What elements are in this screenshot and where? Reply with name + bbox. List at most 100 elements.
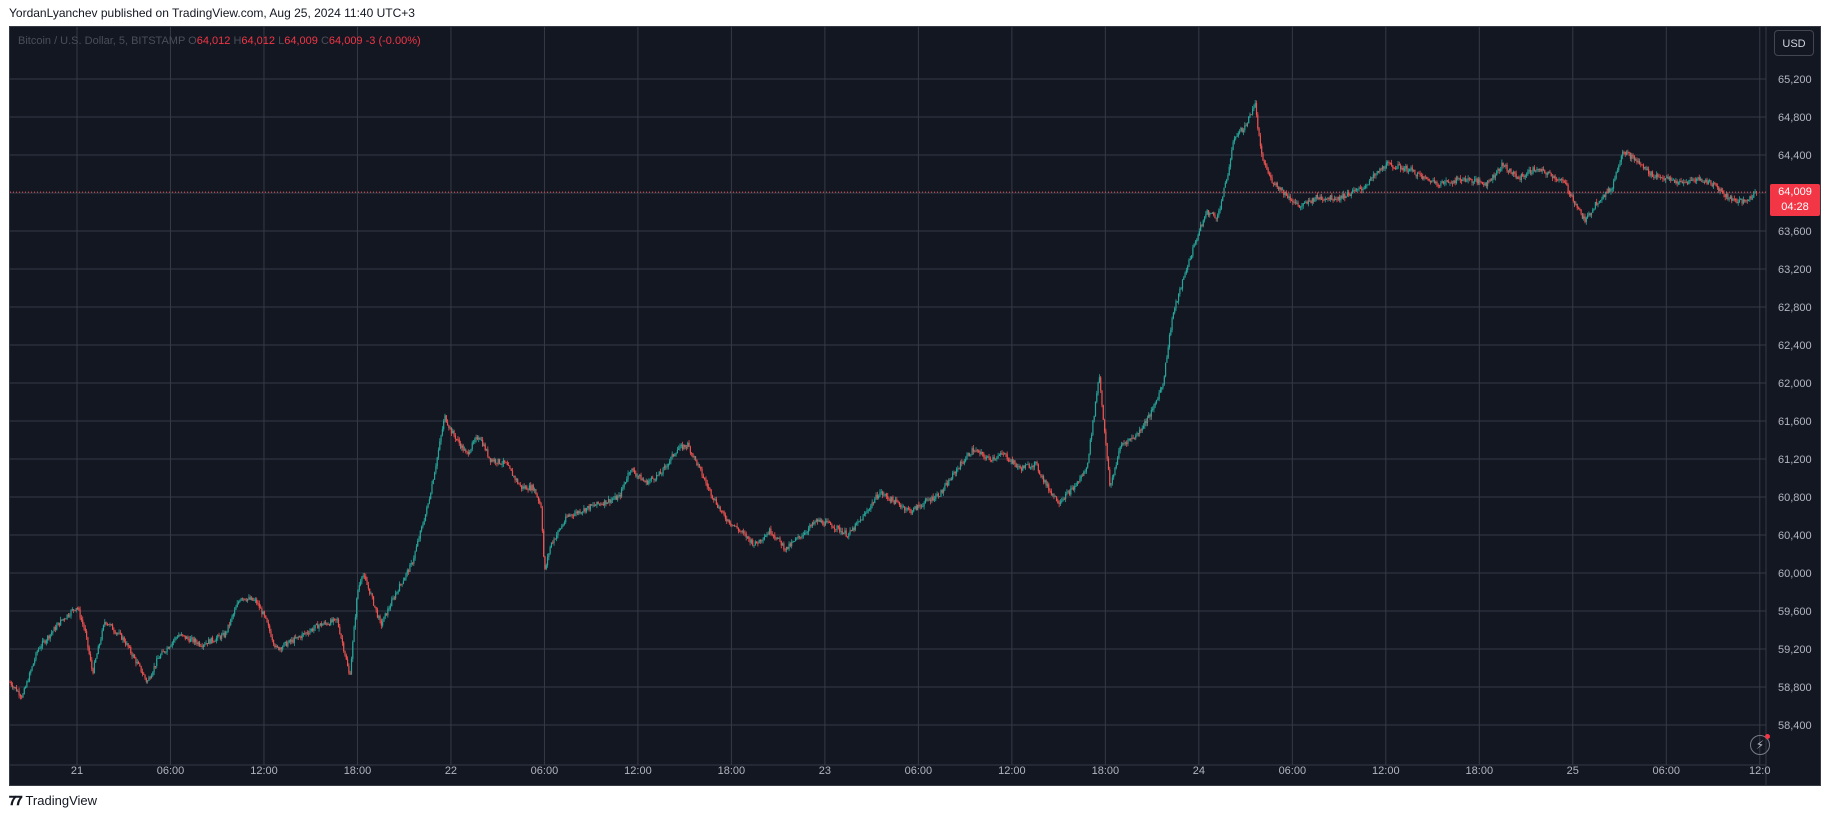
candle-body	[566, 516, 568, 518]
candle-body	[627, 473, 629, 480]
candle-body	[1145, 421, 1147, 424]
candle-body	[459, 443, 462, 448]
candle-body	[1720, 189, 1722, 191]
time-axis: 21 06:00 12:00 18:00 22 06:00 12:00 18:00 23 06:0…	[71, 765, 1771, 777]
candle-body	[1416, 172, 1419, 177]
candle-body	[1007, 459, 1010, 461]
candle-body	[670, 457, 672, 462]
chart-pane[interactable]	[9, 26, 1821, 786]
price-tick-label: 60,400	[1778, 530, 1812, 542]
candle-body	[709, 487, 711, 490]
candle-body	[289, 640, 292, 642]
candle-body	[1410, 167, 1412, 169]
candle-body	[528, 485, 530, 491]
candle-body	[1437, 185, 1439, 187]
candle-body	[1622, 151, 1624, 157]
candle-body	[417, 541, 419, 547]
candle-body	[1290, 200, 1293, 201]
candle-body	[439, 441, 441, 450]
candle-body	[932, 496, 934, 501]
candle-body	[328, 624, 331, 626]
candle-body	[1442, 181, 1445, 184]
candle-body	[437, 449, 440, 458]
candle-body	[285, 641, 288, 647]
candle-body	[879, 492, 881, 496]
candle-body	[517, 479, 519, 484]
candle-body	[1629, 153, 1632, 159]
candle-body	[1071, 487, 1073, 489]
candle-body	[1649, 173, 1651, 176]
candle-body	[1184, 273, 1186, 278]
candle-body	[1116, 458, 1119, 465]
candle-body	[1448, 181, 1450, 183]
candle-body	[645, 480, 647, 483]
candle-body	[296, 636, 298, 639]
candle-body	[1648, 169, 1650, 174]
candle-body	[96, 654, 98, 659]
candle-body	[1050, 490, 1052, 495]
candle-body	[919, 505, 921, 507]
candle-body	[1037, 464, 1039, 472]
candle-body	[1563, 180, 1565, 183]
candle-body	[845, 530, 847, 537]
candle-body	[1200, 224, 1202, 231]
candle-body	[1531, 173, 1533, 174]
candle-body	[1645, 167, 1647, 171]
candle-body	[189, 638, 192, 642]
candle-body	[669, 461, 671, 464]
candle-body	[1205, 214, 1207, 218]
candle-body	[1084, 471, 1086, 473]
candle-body	[1709, 180, 1711, 182]
candle-body	[1727, 193, 1729, 200]
candle-body	[1154, 403, 1156, 406]
candle-body	[694, 456, 697, 460]
lightning-icon[interactable]: ⚡	[1750, 734, 1770, 755]
candle-body	[311, 628, 314, 631]
candle-body	[1362, 188, 1364, 191]
candle-body	[1236, 136, 1238, 138]
candle-body	[617, 496, 619, 500]
candle-body	[1488, 180, 1490, 182]
candle-body	[15, 687, 18, 692]
candle-body	[11, 685, 14, 688]
candle-body	[519, 484, 521, 486]
candle-body	[1423, 176, 1425, 180]
candle-body	[618, 494, 620, 497]
candle-body	[510, 468, 512, 471]
candle-body	[743, 531, 745, 533]
candle-body	[962, 463, 964, 464]
candle-body	[1677, 182, 1680, 184]
candle-body	[572, 515, 575, 517]
candle-body	[914, 506, 916, 508]
candle-body	[1070, 488, 1072, 495]
candle-body	[431, 483, 433, 494]
candle-body	[241, 598, 244, 600]
candle-body	[900, 505, 902, 508]
candle-body	[496, 462, 498, 464]
candle-body	[297, 636, 299, 638]
candle-body	[988, 456, 990, 459]
candle-body	[828, 522, 830, 523]
candle-body	[1065, 494, 1067, 500]
legend-change: -3 (-0.00%)	[365, 35, 421, 47]
candle-body	[611, 499, 614, 501]
tradingview-brand[interactable]: 𝟕𝟕 TradingView	[9, 793, 97, 809]
candle-body	[750, 540, 753, 543]
candle-body	[1213, 212, 1215, 215]
currency-button[interactable]: USD	[1774, 30, 1814, 56]
candle-body	[1372, 174, 1374, 179]
candle-body	[71, 609, 73, 611]
candle-body	[842, 532, 845, 534]
candle-body	[389, 606, 392, 609]
candle-body	[1451, 183, 1454, 185]
candle-body	[1661, 177, 1663, 179]
candle-body	[474, 439, 476, 443]
candle-body	[1572, 195, 1574, 201]
candle-body	[75, 608, 77, 611]
candle-body	[605, 500, 607, 504]
candle-body	[288, 640, 290, 643]
candle-body	[809, 525, 811, 529]
candle-body	[776, 538, 778, 540]
candle-body	[308, 633, 310, 635]
